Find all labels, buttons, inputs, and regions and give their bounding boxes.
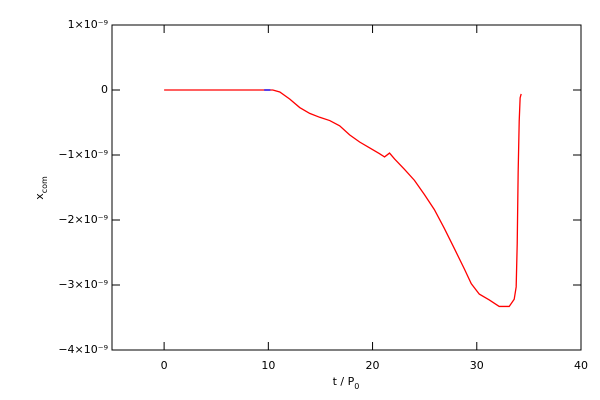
plot-frame <box>111 24 582 351</box>
y-title-main: x <box>33 193 46 200</box>
x-tick-label: 0 <box>161 359 168 372</box>
y-tick-label: −1×10⁻⁹ <box>58 148 108 161</box>
y-axis-title: xcom <box>33 176 49 200</box>
x-tick-label: 30 <box>470 359 484 372</box>
y-tick-label: 0 <box>101 83 108 96</box>
x-tick-label: 10 <box>261 359 275 372</box>
x-tick-label: 20 <box>366 359 380 372</box>
x-title-main: t / P <box>333 375 355 388</box>
y-tick-label: 1×10⁻⁹ <box>68 18 108 31</box>
y-title-sub: com <box>40 176 49 193</box>
y-tick-label: −3×10⁻⁹ <box>58 278 108 291</box>
x-title-sub: 0 <box>354 382 359 391</box>
y-tick-label: −2×10⁻⁹ <box>58 213 108 226</box>
x-axis-title: t / P0 <box>333 375 360 391</box>
x-tick-label: 40 <box>574 359 588 372</box>
data-line <box>164 89 522 308</box>
y-tick-label: −4×10⁻⁹ <box>58 343 108 356</box>
